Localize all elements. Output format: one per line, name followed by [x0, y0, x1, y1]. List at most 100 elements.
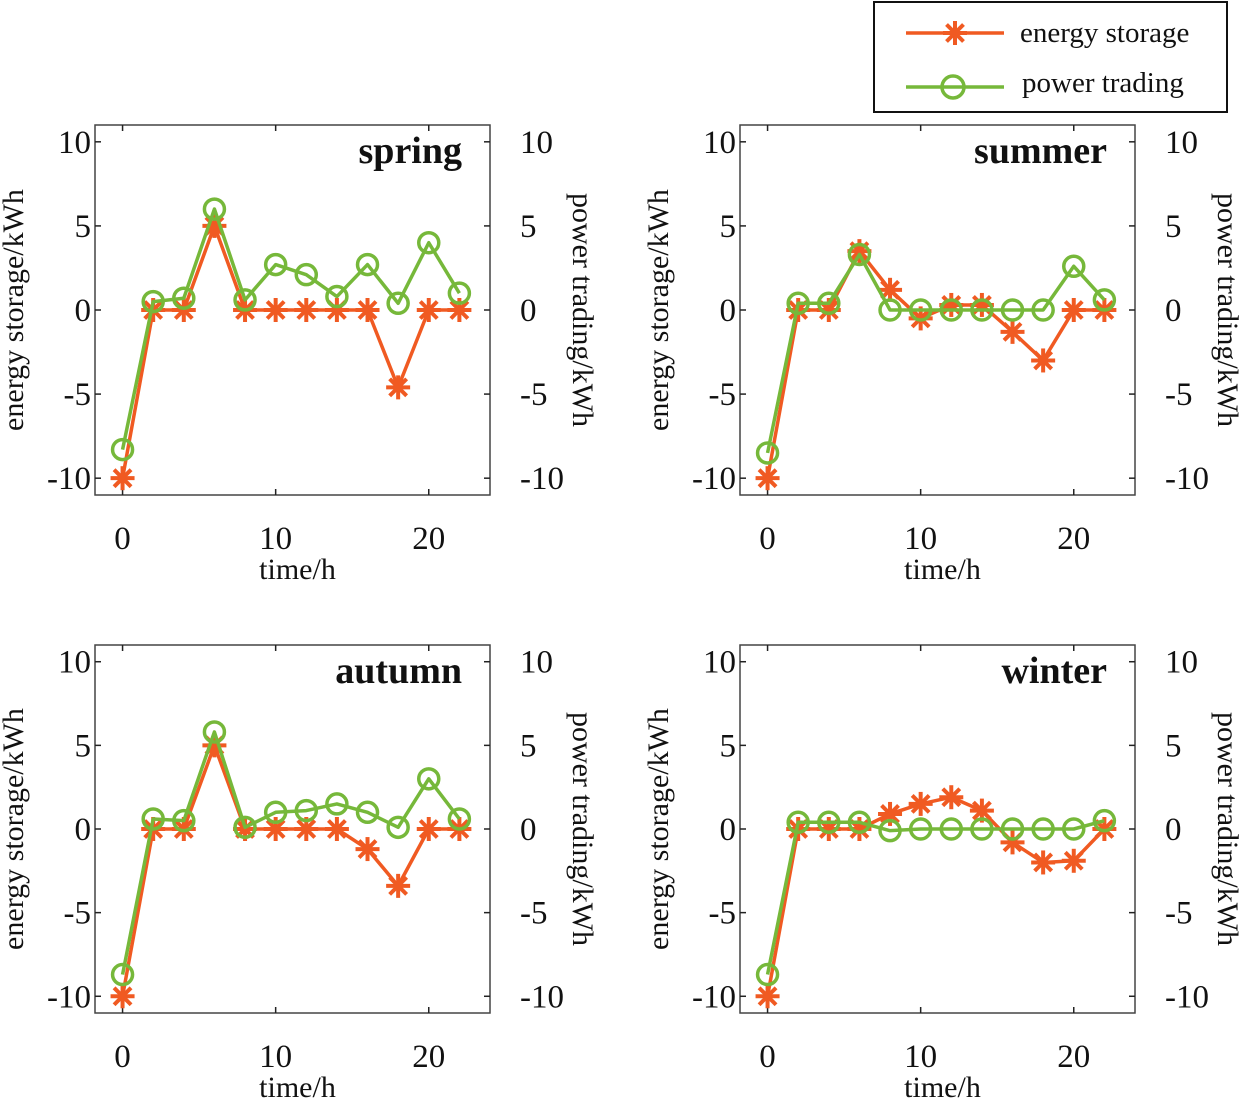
- power-trading-point: [786, 810, 810, 835]
- energy-storage-point-stroke: [357, 300, 378, 320]
- panel-summer: -10 -10 -5 -5 0 0 5 5 10 10 0 10 20 time/h energy stor…: [642, 124, 1244, 586]
- power-trading-point: [355, 252, 380, 277]
- y-tick-label: 10: [58, 125, 91, 161]
- power-trading-series: [110, 720, 472, 987]
- energy-storage-point: [1000, 319, 1025, 344]
- energy-storage-point-stroke: [357, 839, 378, 859]
- energy-storage-point-stroke: [880, 279, 900, 300]
- energy-storage-point-stroke: [265, 819, 286, 839]
- y2-tick-label: -10: [520, 979, 564, 1015]
- panel-autumn: -10 -10 -5 -5 0 0 5 5 10 10 0 10 20 time/h energy stor…: [0, 644, 599, 1104]
- y2-tick-label: -5: [1165, 377, 1193, 413]
- power-trading-point: [878, 298, 902, 322]
- x-tick-label: 20: [412, 1039, 445, 1075]
- energy-storage-point: [294, 298, 319, 322]
- power-trading-point: [141, 807, 165, 831]
- y-tick-label: -10: [47, 461, 91, 497]
- x-tick-label: 0: [759, 521, 776, 557]
- y2-axis-label: power trading/kWh: [566, 193, 599, 427]
- energy-storage-point: [263, 298, 288, 322]
- y2-tick-label: 10: [520, 125, 553, 161]
- y2-tick-label: 10: [520, 645, 553, 681]
- power-trading-point: [263, 800, 288, 825]
- energy-storage-point-stroke: [818, 300, 839, 320]
- y-tick-label: -10: [692, 461, 736, 497]
- y2-tick-label: -10: [520, 461, 564, 497]
- power-trading-point: [1031, 817, 1055, 841]
- energy-storage-point: [1061, 848, 1086, 873]
- power-trading-point: [325, 284, 349, 309]
- energy-storage-point-stroke: [757, 468, 778, 489]
- y2-tick-label: 10: [1165, 645, 1198, 681]
- power-trading-point: [817, 291, 841, 316]
- energy-storage-point: [878, 801, 903, 826]
- energy-storage-point: [1061, 298, 1086, 322]
- power-trading-point: [1092, 288, 1117, 312]
- y-axis-label: energy storage/kWh: [0, 708, 30, 950]
- power-trading-point: [233, 815, 257, 840]
- power-trading-point: [386, 815, 410, 840]
- power-trading-point: [908, 298, 933, 322]
- y-tick-label: 10: [703, 125, 736, 161]
- energy-storage-point: [324, 817, 349, 841]
- y2-tick-label: 5: [1165, 209, 1182, 245]
- power-trading-point: [172, 286, 196, 310]
- x-tick-label: 0: [759, 1039, 776, 1075]
- power-trading-point: [202, 197, 227, 221]
- series-line: [765, 249, 1105, 479]
- energy-storage-point: [969, 798, 994, 823]
- energy-storage-point: [386, 873, 411, 898]
- energy-storage-point-stroke: [112, 986, 133, 1007]
- power-trading-series: [755, 242, 1117, 465]
- legend-asterisk-marker: [943, 21, 967, 45]
- y-tick-label: 10: [703, 645, 736, 681]
- energy-storage-point: [1031, 850, 1056, 875]
- energy-storage-point-stroke: [1002, 321, 1023, 342]
- x-tick-label: 10: [904, 521, 937, 557]
- power-trading-point: [447, 807, 472, 831]
- y-tick-label: 0: [720, 293, 737, 329]
- energy-storage-point: [355, 837, 380, 862]
- energy-storage-point-stroke: [971, 800, 992, 821]
- y-axis-label: energy storage/kWh: [642, 189, 675, 431]
- energy-storage-point: [1031, 348, 1056, 373]
- legend: energy storage power trading: [873, 1, 1228, 113]
- y2-tick-label: 0: [1165, 812, 1182, 848]
- energy-storage-point: [355, 298, 380, 322]
- y2-axis-label: power trading/kWh: [1211, 193, 1244, 427]
- energy-storage-point: [755, 466, 780, 491]
- y-tick-label: -10: [47, 979, 91, 1015]
- energy-storage-point-stroke: [941, 787, 962, 808]
- x-tick-label: 20: [1057, 521, 1090, 557]
- y2-axis-label: power trading/kWh: [566, 712, 599, 946]
- y-axis-label: energy storage/kWh: [642, 708, 675, 950]
- y-tick-label: 5: [75, 728, 92, 764]
- energy-storage-point-stroke: [910, 794, 931, 814]
- power-trading-point: [817, 810, 841, 835]
- panel-title: winter: [1001, 650, 1107, 692]
- power-trading-point: [386, 291, 410, 316]
- power-trading-point: [233, 288, 257, 312]
- power-trading-point: [202, 720, 227, 744]
- energy-storage-point: [939, 785, 964, 810]
- y-tick-label: 5: [75, 209, 92, 245]
- y2-tick-label: 5: [520, 209, 537, 245]
- power-trading-point: [1031, 298, 1055, 322]
- power-trading-point: [447, 281, 472, 305]
- power-trading-point: [755, 441, 780, 465]
- energy-storage-point: [755, 984, 780, 1009]
- energy-storage-point: [110, 466, 135, 491]
- y2-tick-label: 5: [520, 728, 537, 764]
- energy-storage-point: [416, 817, 441, 841]
- power-trading-point: [110, 437, 135, 462]
- y-tick-label: -10: [692, 979, 736, 1015]
- series-line: [120, 730, 461, 975]
- energy-storage-series: [755, 239, 1117, 491]
- y2-axis-label: power trading/kWh: [1211, 712, 1244, 946]
- energy-storage-point-stroke: [296, 300, 317, 320]
- x-tick-label: 0: [114, 1039, 131, 1075]
- energy-storage-series: [110, 733, 472, 1009]
- power-trading-point: [294, 798, 319, 823]
- series-line: [765, 818, 1105, 975]
